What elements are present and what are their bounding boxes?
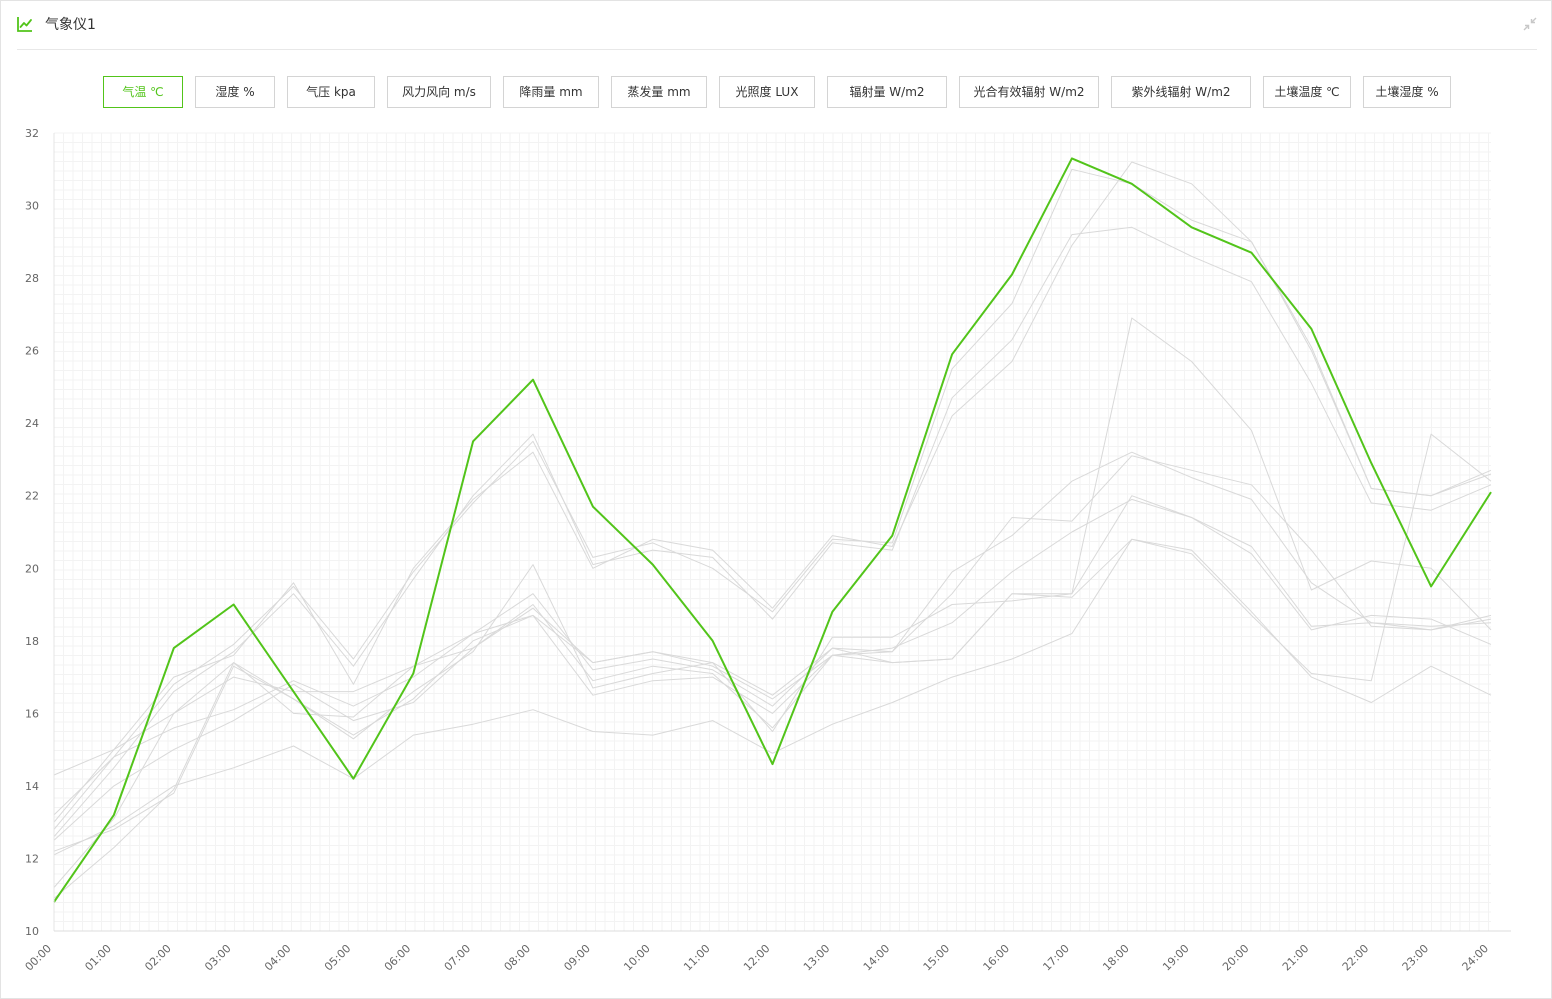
- tab-humidity[interactable]: 湿度 %: [195, 76, 275, 108]
- y-tick-label: 30: [25, 200, 39, 213]
- line-chart-icon: [17, 17, 32, 32]
- x-tick-label: 10:00: [621, 942, 653, 974]
- x-tick-label: 08:00: [502, 942, 534, 974]
- background-series-line-9: [53, 495, 1492, 888]
- x-tick-label: 20:00: [1220, 942, 1252, 974]
- panel-header: 气象仪1: [17, 1, 1537, 50]
- x-tick-label: 06:00: [382, 942, 414, 974]
- background-series-group: [53, 161, 1492, 899]
- x-tick-label: 07:00: [442, 942, 474, 974]
- background-series-line-3: [53, 161, 1492, 823]
- y-tick-label: 26: [25, 345, 39, 358]
- y-tick-label: 24: [25, 417, 39, 430]
- tab-par-radiation[interactable]: 光合有效辐射 W/m2: [959, 76, 1099, 108]
- y-tick-label: 20: [25, 562, 39, 575]
- tab-illuminance[interactable]: 光照度 LUX: [719, 76, 815, 108]
- y-tick-label: 18: [25, 635, 39, 648]
- x-tick-label: 17:00: [1040, 942, 1072, 974]
- tab-soil-humidity[interactable]: 土壤湿度 %: [1363, 76, 1451, 108]
- y-tick-label: 28: [25, 272, 39, 285]
- x-tick-label: 09:00: [561, 942, 593, 974]
- tab-evaporation[interactable]: 蒸发量 mm: [611, 76, 707, 108]
- tab-uv-radiation[interactable]: 紫外线辐射 W/m2: [1111, 76, 1251, 108]
- highlight-series-line: [53, 157, 1492, 903]
- temperature-line-chart: 10 12 14 16 18 20 22 24 26 28 30 32 00:00 01:00 02:00 0…: [23, 127, 1511, 974]
- tab-radiation[interactable]: 辐射量 W/m2: [827, 76, 947, 108]
- x-tick-label: 11:00: [681, 942, 713, 974]
- x-tick-label: 05:00: [322, 942, 354, 974]
- y-tick-label: 14: [25, 780, 39, 793]
- metric-tabs: 气温 ℃ 湿度 % 气压 kpa 风力风向 m/s 降雨量 mm 蒸发量 mm …: [1, 76, 1552, 108]
- x-tick-label: 23:00: [1400, 942, 1432, 974]
- background-series-line-10: [53, 433, 1492, 852]
- y-tick-label: 16: [25, 707, 39, 720]
- x-tick-label: 14:00: [861, 942, 893, 974]
- background-series-line-5: [53, 451, 1492, 816]
- x-tick-label: 12:00: [741, 942, 773, 974]
- x-tick-label: 01:00: [82, 942, 114, 974]
- tab-air-temperature[interactable]: 气温 ℃: [103, 76, 183, 108]
- x-tick-label: 18:00: [1100, 942, 1132, 974]
- chart-grid: [53, 132, 1491, 932]
- x-tick-label: 22:00: [1340, 942, 1372, 974]
- background-series-line-2: [53, 226, 1492, 838]
- tab-soil-temperature[interactable]: 土壤温度 ℃: [1263, 76, 1351, 108]
- x-tick-label: 15:00: [921, 942, 953, 974]
- x-tick-label: 16:00: [981, 942, 1013, 974]
- x-tick-label: 19:00: [1160, 942, 1192, 974]
- tab-air-pressure[interactable]: 气压 kpa: [287, 76, 375, 108]
- background-series-line-1: [53, 168, 1492, 830]
- x-tick-label: 02:00: [142, 942, 174, 974]
- x-tick-label: 03:00: [202, 942, 234, 974]
- background-series-line-6: [53, 498, 1492, 841]
- tab-wind[interactable]: 风力风向 m/s: [387, 76, 491, 108]
- y-tick-label: 22: [25, 490, 39, 503]
- x-tick-label: 00:00: [23, 942, 55, 974]
- x-tick-label: 04:00: [262, 942, 294, 974]
- x-tick-label: 21:00: [1280, 942, 1312, 974]
- panel-title: 气象仪1: [45, 17, 96, 33]
- highlight-series-group: [53, 157, 1492, 903]
- tab-rainfall[interactable]: 降雨量 mm: [503, 76, 599, 108]
- x-tick-label: 13:00: [801, 942, 833, 974]
- shrink-icon[interactable]: [1523, 17, 1537, 31]
- background-series-line-7: [53, 538, 1492, 856]
- y-tick-label: 12: [25, 852, 39, 865]
- y-tick-label: 32: [25, 127, 39, 140]
- x-tick-label: 24:00: [1460, 942, 1492, 974]
- y-tick-label: 10: [25, 925, 39, 938]
